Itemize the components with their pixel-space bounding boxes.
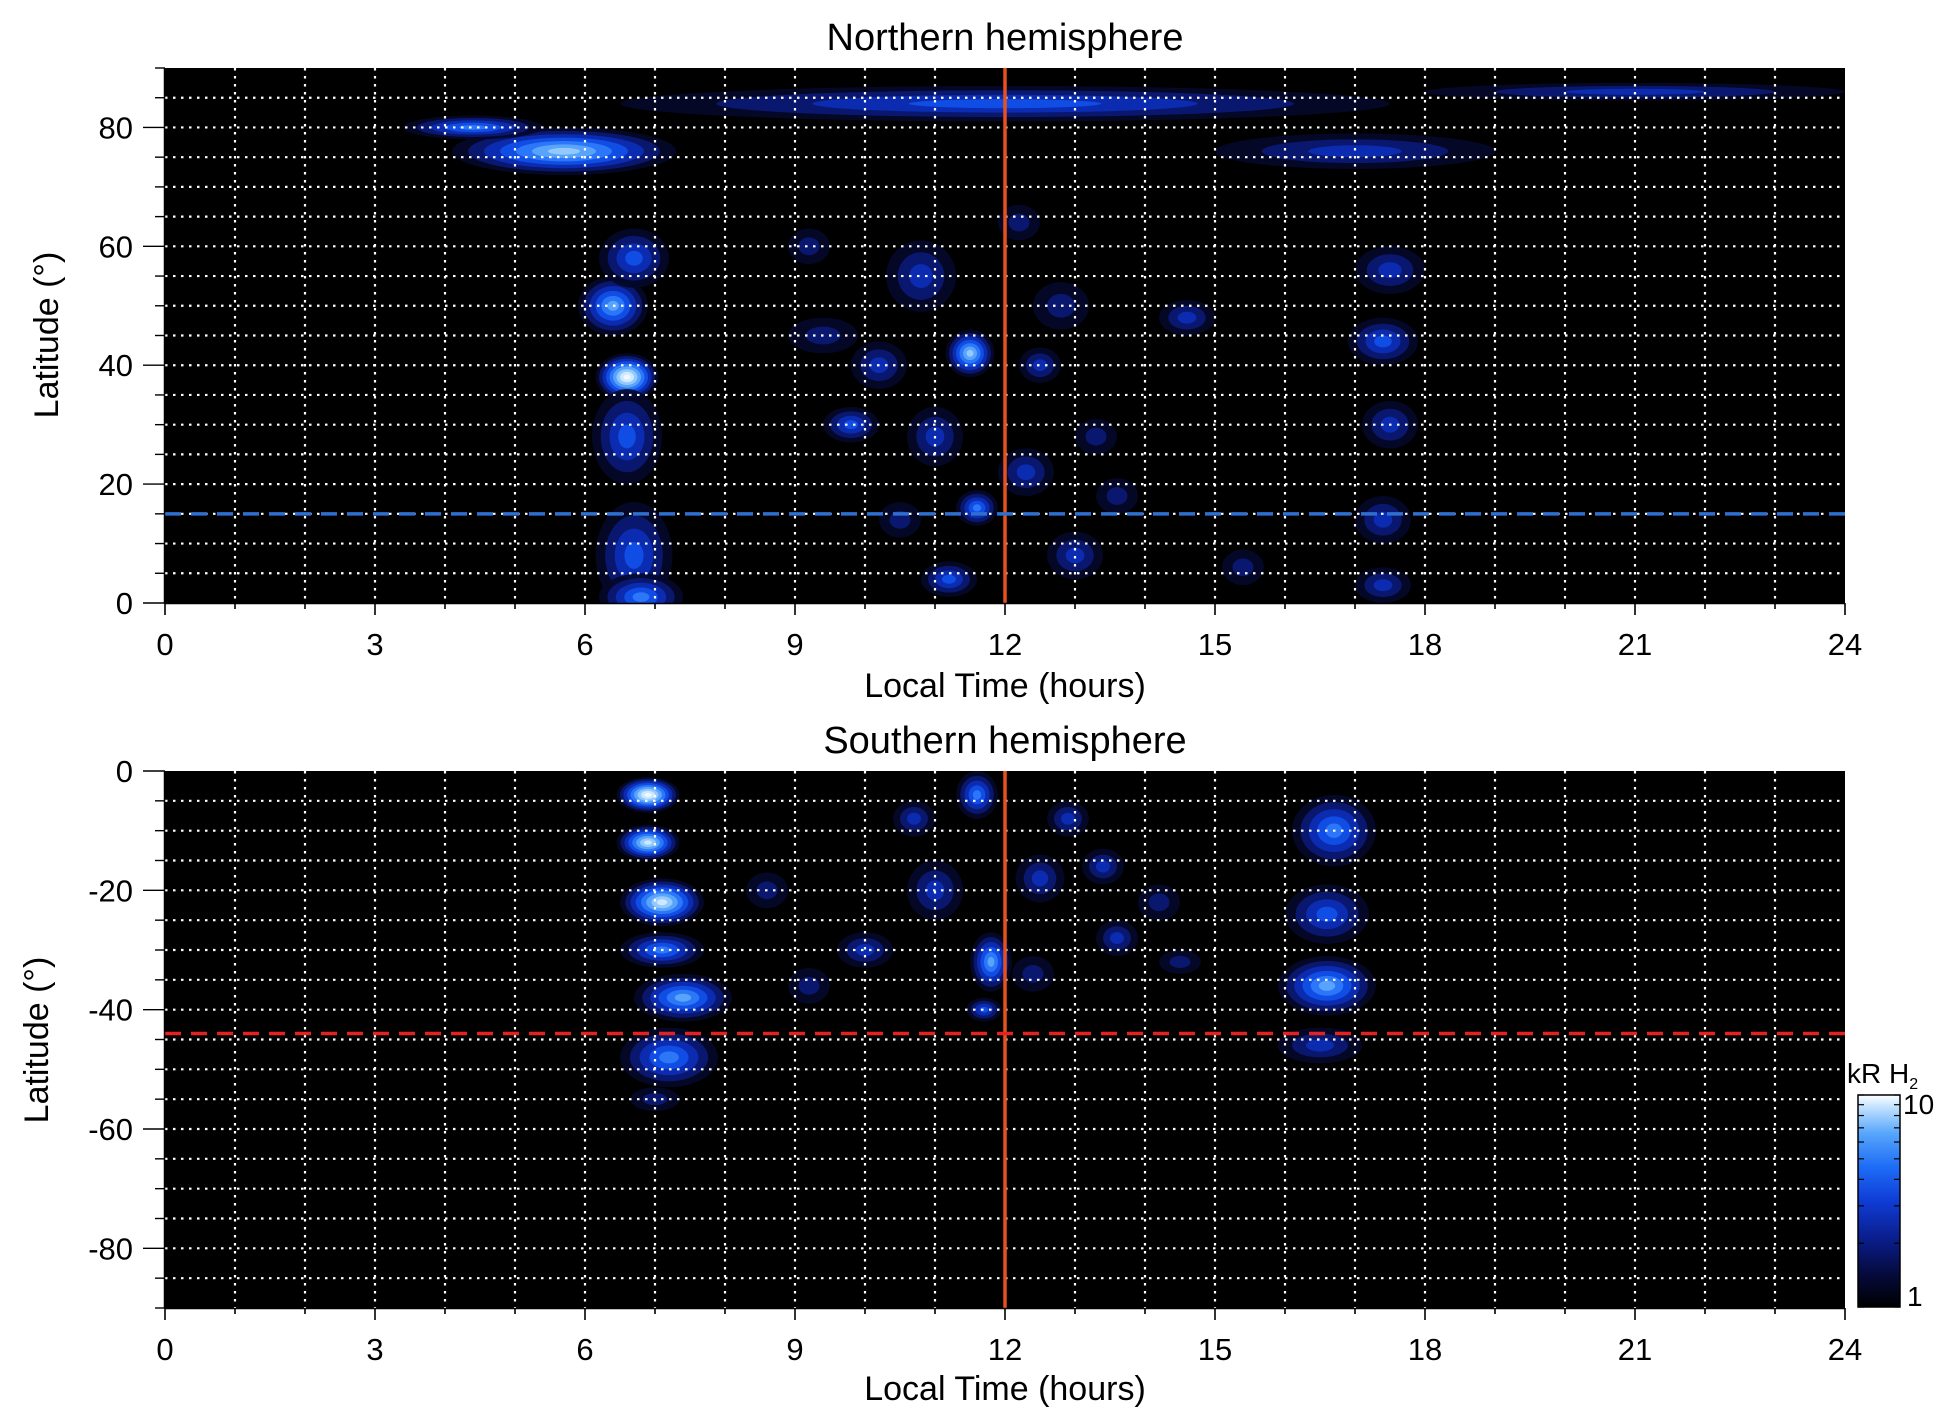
emission-contour [1033, 359, 1047, 372]
emission-contour [1031, 870, 1049, 887]
emission-contour [1177, 311, 1197, 324]
y-tick-label: -80 [88, 1231, 133, 1266]
emission-contour [625, 250, 643, 266]
y-tick-label: -20 [88, 873, 133, 908]
y-tick-label: 40 [99, 348, 133, 383]
emission-contour [624, 542, 644, 569]
x-tick-label: 9 [786, 1332, 803, 1367]
x-tick-label: 3 [366, 627, 383, 662]
colorbar-gradient [1857, 1094, 1901, 1308]
emission-contour [972, 504, 982, 512]
emission-contour [1106, 487, 1128, 505]
colorbar-ticks [1858, 1094, 1900, 1308]
colorbar-label: kR H2 [1847, 1058, 1918, 1093]
x-tick-label: 24 [1828, 1332, 1862, 1367]
y-axis-label: Latitude (°) [28, 252, 66, 419]
emission-contour [942, 574, 956, 584]
x-tick-label: 18 [1408, 1332, 1442, 1367]
x-tick-label: 15 [1198, 1332, 1232, 1367]
y-tick-label: 0 [116, 586, 133, 621]
reference-lines [165, 68, 1845, 603]
y-tick-label: -60 [88, 1112, 133, 1147]
emission-contour [1065, 547, 1085, 564]
x-axis-label: Local Time (hours) [864, 667, 1146, 705]
emission-contour [1316, 906, 1338, 922]
emission-contour [987, 956, 995, 967]
x-tick-label: 12 [988, 1332, 1022, 1367]
emission-contour [798, 237, 820, 256]
emission-contour [1374, 335, 1392, 348]
x-tick-label: 12 [988, 627, 1022, 662]
emission-contour [909, 264, 933, 288]
x-tick-label: 0 [156, 1332, 173, 1367]
emission-contour [1308, 145, 1402, 158]
x-tick-label: 18 [1408, 627, 1442, 662]
emission-contour [1016, 464, 1036, 481]
emission-contour [1565, 88, 1705, 95]
emission-contour [644, 792, 652, 797]
x-tick-label: 15 [1198, 627, 1232, 662]
emission-contour [548, 147, 580, 155]
emission-contour [966, 349, 974, 357]
colorbar-max-label: 10 [1903, 1089, 1934, 1120]
x-tick-label: 21 [1618, 627, 1652, 662]
x-axis-label: Local Time (hours) [864, 1370, 1146, 1408]
y-tick-label: 80 [99, 110, 133, 145]
emission-contour [674, 993, 692, 1002]
x-tick-label: 24 [1828, 627, 1862, 662]
northern-hemisphere-panel: Northern hemisphere 0 3 6 9 12 15 18 21 24 0 20 40 6… [28, 17, 1862, 705]
emission-contour [1008, 213, 1030, 232]
x-tick-label: 6 [576, 627, 593, 662]
y-tick-label: 20 [99, 467, 133, 502]
emission-contour [1232, 558, 1254, 577]
emission-contour [644, 840, 652, 845]
y-tick-label: -40 [88, 993, 133, 1028]
x-tick-label: 9 [786, 627, 803, 662]
chart-title: Northern hemisphere [827, 17, 1184, 59]
emission-contour [1061, 812, 1075, 825]
emission-contour [855, 944, 875, 956]
emission-contour [1318, 980, 1336, 991]
southern-hemisphere-panel: Southern hemisphere 0 3 6 9 12 15 18 21 24 -80 -60… [18, 720, 1862, 1408]
emission-contour [1169, 955, 1191, 968]
emission-contour [659, 1051, 679, 1064]
emission-contour [1110, 932, 1124, 945]
emission-contour [459, 125, 487, 130]
x-tick-label: 3 [366, 1332, 383, 1367]
x-tick-label: 0 [156, 627, 173, 662]
emission-contour [1085, 427, 1107, 446]
axis-ticks: 0 3 6 9 12 15 18 21 24 -80 -60 -40 -20 0 [88, 754, 1862, 1367]
emission-contour [1373, 579, 1393, 592]
emission-contour [618, 424, 636, 449]
colorbar-min-label: 1 [1907, 1281, 1923, 1312]
reference-lines [165, 771, 1845, 1308]
emission-layer [616, 771, 1376, 1112]
colorbar: kR H2 10 1 [1847, 1058, 1934, 1312]
emission-contour [907, 812, 921, 825]
y-tick-label: 0 [116, 754, 133, 789]
emission-contour [972, 790, 982, 800]
emission-contour [1306, 1039, 1334, 1052]
y-tick-label: 60 [99, 229, 133, 264]
emission-contour [623, 374, 631, 380]
axis-ticks: 0 3 6 9 12 15 18 21 24 0 20 40 60 80 [99, 67, 1862, 662]
y-axis-label: Latitude (°) [18, 957, 56, 1124]
emission-contour [632, 592, 650, 602]
x-tick-label: 6 [576, 1332, 593, 1367]
chart-title: Southern hemisphere [823, 720, 1186, 762]
emission-contour [979, 1006, 989, 1013]
emission-contour [844, 420, 858, 430]
emission-contour [1373, 511, 1393, 528]
emission-contour [1148, 893, 1170, 912]
emission-contour [656, 899, 668, 906]
emission-contour [1022, 964, 1044, 983]
emission-contour [1378, 262, 1402, 279]
emission-contour [798, 976, 820, 995]
emission-contour [1096, 860, 1110, 873]
x-tick-label: 21 [1618, 1332, 1652, 1367]
